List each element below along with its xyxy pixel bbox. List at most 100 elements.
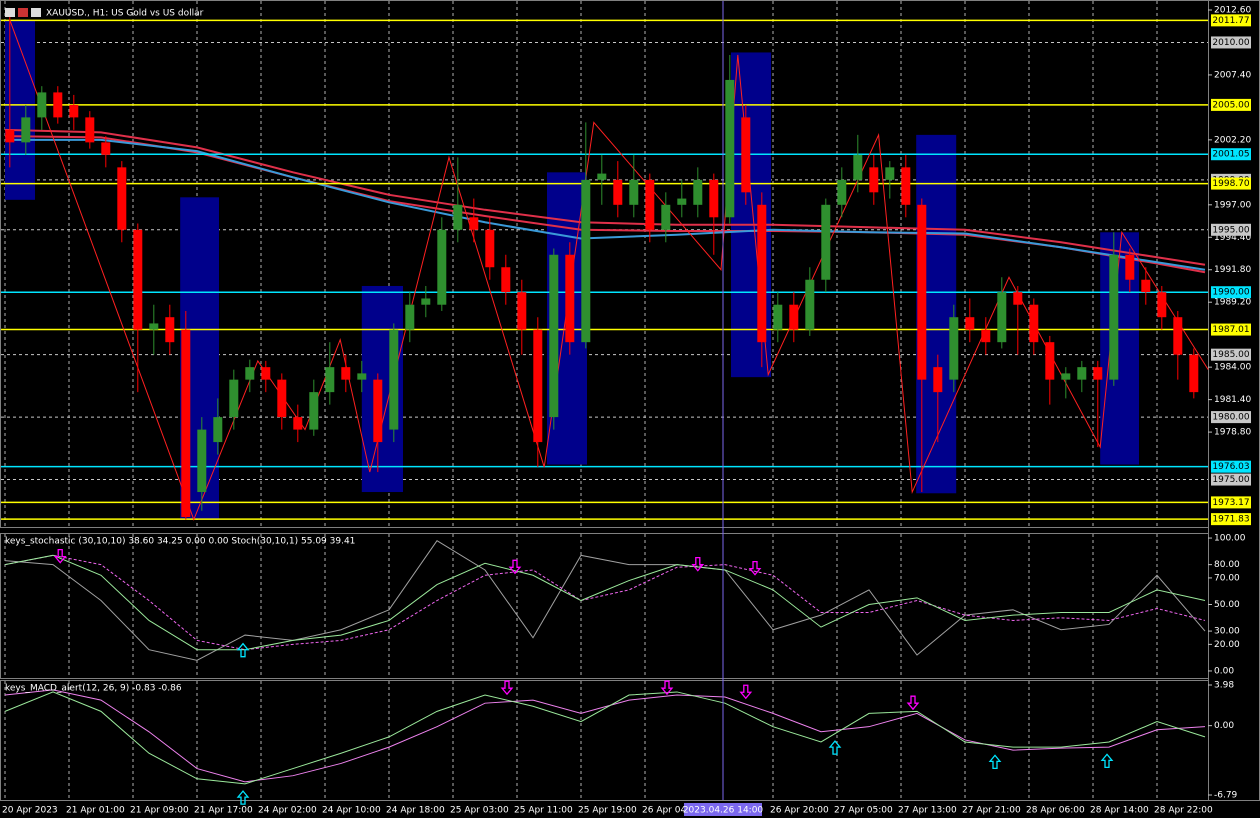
level-label-box [1211,286,1251,299]
y-tick-label: 30.00 [1214,627,1240,637]
level-label-box [1211,460,1251,473]
candle-body [597,173,607,180]
candle-body [117,167,127,230]
level-label: 1975.00 [1212,475,1249,485]
candle-body [869,167,879,193]
candle-body [485,229,495,268]
candle-body [1045,342,1055,380]
candle-body [549,254,559,418]
candle-body [949,317,959,380]
x-tick-label: 24 Apr 10:00 [322,806,381,816]
candle-body [965,317,975,330]
y-tick-label: 50.00 [1214,600,1240,610]
candle-body [629,179,639,205]
level-label-box [1211,411,1251,424]
level-label-box [1211,496,1251,509]
y-tick-label: 0.00 [1214,666,1234,676]
level-label: 1973.17 [1212,498,1249,508]
x-tick-label: 27 Apr 21:00 [962,806,1021,816]
level-label: 1985.00 [1212,350,1249,360]
candle-body [261,367,271,380]
level-label: 1980.00 [1212,413,1249,423]
y-tick-label: 100.00 [1214,534,1246,544]
signal-arrow [828,740,842,755]
candle-body [53,92,63,118]
candle-body [997,292,1007,343]
candle-body [101,142,111,155]
candle-body [837,179,847,205]
x-tick-label: 28 Apr 06:00 [1026,806,1085,816]
x-tick-label: 28 Apr 14:00 [1090,806,1149,816]
signal-arrow [748,560,762,576]
level-label: 2005.00 [1212,100,1249,110]
candle-body [357,373,367,380]
y-tick-label: 1991.80 [1214,265,1251,275]
candle-body [229,379,239,418]
signal-arrow [691,556,705,572]
candle-body [21,117,31,143]
candle-body [197,429,207,493]
candle-body [917,204,927,380]
x-tick-label: 25 Apr 03:00 [450,806,509,816]
candle-body [341,367,351,380]
candle-body [165,317,175,343]
candle-body [901,167,911,205]
x-tick-label: 21 Apr 01:00 [66,806,125,816]
candle-body [293,417,303,430]
symbol-icon [31,8,41,17]
x-tick-label: 26 Apr 20:00 [770,806,829,816]
signal-arrow [236,642,250,658]
x-tick-label: 20 Apr 2023 [2,806,58,816]
x-tick-label: 21 Apr 17:00 [194,806,253,816]
candle-body [613,179,623,205]
signal-arrow [906,695,920,711]
indicator-title: keys_stochastic (30,10,10) 38.60 34.25 0… [5,537,355,547]
crosshair-label: 2023.04.26 14:00 [683,806,764,816]
y-tick-label: 1997.00 [1214,200,1251,210]
candle-body [1029,304,1039,343]
candle-body [389,329,399,430]
signal-arrow [660,680,674,696]
y-tick-label: 0.00 [1214,721,1234,731]
level-label: 2001.05 [1212,150,1249,160]
level-label-box [1211,98,1251,111]
candle-body [677,198,687,205]
moving-average [5,138,1206,271]
symbol-icon [5,8,15,17]
level-label-box [1211,513,1251,526]
candle-body [213,417,223,443]
candle-body [821,204,831,280]
candle-body [277,379,287,418]
x-tick-label: 28 Apr 22:00 [1154,806,1213,816]
level-label: 1987.01 [1212,325,1249,335]
y-tick-label: 70.00 [1214,573,1240,583]
signal-arrow [236,790,250,805]
x-tick-label: 26 Apr 04 [642,806,686,816]
level-label: 2010.00 [1212,38,1249,48]
y-tick-label: 1984.00 [1214,363,1251,373]
candle-body [1125,254,1135,280]
candle-body [533,329,543,443]
x-tick-label: 25 Apr 19:00 [578,806,637,816]
candle-body [5,129,15,143]
x-tick-label: 24 Apr 18:00 [386,806,445,816]
level-label-box [1211,148,1251,161]
candle-body [469,217,479,230]
candle-body [789,304,799,330]
level-label-box [1211,14,1251,27]
candle-body [1141,279,1151,293]
x-tick-label: 24 Apr 02:00 [258,806,317,816]
y-tick-label: 80.00 [1214,560,1240,570]
candle-body [805,279,815,330]
level-label: 1995.00 [1212,225,1249,235]
indicator-line [4,689,1206,783]
candle-body [405,304,415,330]
candle-body [373,379,383,443]
level-label-box [1211,473,1251,486]
indicator-title: keys_MACD_alert(12, 26, 9) -0.83 -0.86 [5,684,182,694]
candle-body [1093,367,1103,380]
signal-arrow [53,549,67,564]
candle-body [933,367,943,393]
candle-body [181,329,191,518]
